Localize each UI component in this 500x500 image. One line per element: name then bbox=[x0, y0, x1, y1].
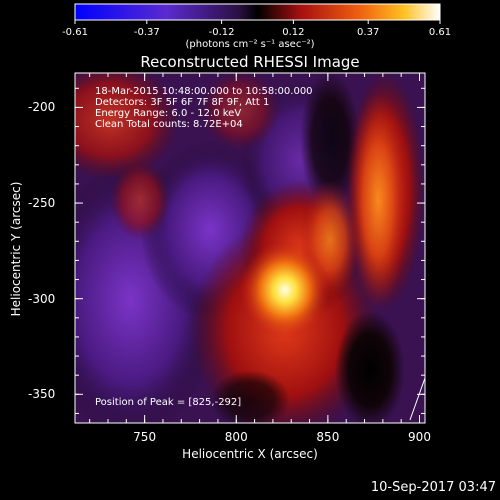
peak-spot bbox=[240, 240, 330, 340]
peak-position-text: Position of Peak = [825,-292] bbox=[95, 397, 242, 408]
y-tick-label: -250 bbox=[28, 196, 56, 211]
plot-frame bbox=[74, 72, 426, 424]
y-tick-label: -300 bbox=[28, 291, 56, 306]
y-tick-label: -200 bbox=[28, 100, 56, 115]
heatmap bbox=[75, 73, 425, 423]
info-energy-range: Energy Range: 6.0 - 12.0 keV bbox=[95, 108, 242, 119]
colorbar-tick-label: 0.12 bbox=[282, 27, 305, 38]
info-time-range: 18-Mar-2015 10:48:00.000 to 10:58:00.000 bbox=[95, 86, 313, 97]
info-total-counts: Clean Total counts: 8.72E+04 bbox=[95, 119, 243, 130]
info-detectors: Detectors: 3F 5F 6F 7F 8F 9F, Att 1 bbox=[95, 97, 270, 108]
colorbar-tick-label: -0.37 bbox=[133, 27, 160, 38]
colorbar-tick-label: 0.37 bbox=[357, 27, 380, 38]
x-tick-label: 800 bbox=[224, 430, 248, 444]
colorbar-tick-label: 0.61 bbox=[428, 27, 452, 38]
axis-ticks bbox=[75, 73, 425, 423]
x-axis-label: Heliocentric X (arcsec) bbox=[182, 447, 318, 461]
x-tick-label: 900 bbox=[408, 430, 431, 444]
colorbar-units: (photons cm⁻² s⁻¹ asec⁻²) bbox=[185, 39, 315, 50]
timestamp: 10-Sep-2017 03:47 bbox=[370, 480, 496, 495]
x-tick-label: 850 bbox=[316, 430, 340, 444]
y-tick-label: -350 bbox=[28, 387, 56, 402]
colorbar-gradient bbox=[74, 3, 441, 21]
x-tick-label: 750 bbox=[133, 430, 157, 444]
colorbar-tick-label: -0.61 bbox=[62, 27, 88, 38]
colorbar-tick-label: -0.12 bbox=[208, 27, 235, 38]
plot-title: Reconstructed RHESSI Image bbox=[140, 53, 360, 71]
colorbar bbox=[74, 3, 441, 24]
y-axis-label: Heliocentric Y (arcsec) bbox=[9, 181, 23, 317]
